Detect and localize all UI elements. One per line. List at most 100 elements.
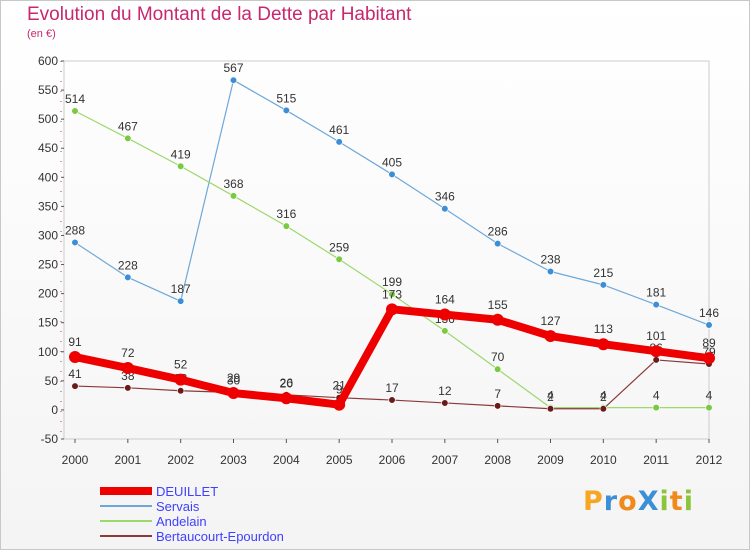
data-label-servais: 286 [488,225,508,239]
chart-subtitle: (en €) [27,28,56,40]
data-point-servais [177,297,185,305]
data-point-servais [599,281,607,289]
data-label-andelain: 368 [223,177,243,191]
data-point-bertaucourt-epourdon [177,387,185,395]
legend-label: Andelain [156,514,207,529]
data-point-servais [335,138,343,146]
data-label-bertaucourt-epourdon: 2 [547,390,554,404]
x-tick-label: 2001 [114,453,141,467]
data-point-andelain [388,290,396,298]
data-point-deuillet [121,362,134,375]
data-label-andelain: 4 [547,389,554,403]
data-label-deuillet: 164 [435,293,455,307]
y-tick-label: 250 [38,258,58,272]
data-point-andelain [177,162,185,170]
logo-letter: i [683,486,694,517]
data-label-servais: 346 [435,190,455,204]
data-label-andelain: 4 [706,389,713,403]
data-point-deuillet [280,392,293,405]
data-point-andelain [71,107,79,115]
x-tick-label: 2012 [696,453,723,467]
x-tick-label: 2006 [379,453,406,467]
y-tick-label: 150 [38,316,58,330]
y-tick-label: 50 [45,374,59,388]
data-point-deuillet [491,313,504,326]
data-point-deuillet [227,387,240,400]
data-point-andelain [229,192,238,200]
legend-label: Bertaucourt-Epourdon [156,529,284,544]
data-point-andelain [124,134,132,142]
legend-swatch [100,505,152,507]
data-point-deuillet [597,338,610,351]
x-tick-label: 2000 [62,453,89,467]
y-tick-label: 0 [51,403,58,417]
data-point-bertaucourt-epourdon [546,405,555,413]
x-tick-label: 2004 [273,453,300,467]
data-label-andelain: 316 [276,207,296,221]
data-label-deuillet: 72 [121,346,135,360]
logo-letter: o [618,486,638,517]
y-tick-label: 350 [38,199,58,213]
data-point-bertaucourt-epourdon [388,396,396,404]
logo-letter: X [637,486,660,517]
data-label-servais: 405 [382,155,402,169]
data-label-bertaucourt-epourdon: 7 [494,387,501,401]
data-label-deuillet: 101 [646,329,666,343]
data-label-andelain: 199 [382,275,402,289]
x-tick-label: 2010 [590,453,617,467]
data-point-bertaucourt-epourdon [124,384,132,392]
data-point-deuillet [69,351,81,364]
data-label-bertaucourt-epourdon: 30 [227,373,241,387]
data-label-andelain: 4 [653,389,660,403]
data-point-bertaucourt-epourdon [71,382,79,390]
data-label-deuillet: 29 [227,371,241,385]
data-label-andelain: 4 [600,389,607,403]
data-point-servais [441,205,449,213]
data-point-servais [229,76,238,84]
data-point-deuillet [703,352,715,365]
data-label-andelain: 259 [329,240,349,254]
data-label-bertaucourt-epourdon: 17 [385,381,399,395]
legend-swatch [100,520,152,522]
y-tick-label: 400 [38,170,58,184]
data-point-deuillet [386,303,398,316]
data-label-bertaucourt-epourdon: 21 [332,379,346,393]
data-label-servais: 215 [593,266,613,280]
y-tick-label: 450 [38,141,58,155]
y-tick-label: 300 [38,228,58,242]
data-label-servais: 288 [65,223,85,237]
data-point-deuillet [650,345,663,358]
data-point-andelain [705,403,713,412]
y-tick-label: 600 [38,54,58,68]
x-tick-label: 2003 [220,453,247,467]
data-point-andelain [494,365,502,373]
x-tick-label: 2007 [431,453,458,467]
data-label-bertaucourt-epourdon: 26 [280,376,294,390]
legend-swatch [100,535,152,537]
x-tick-label: 2008 [484,453,511,467]
data-label-bertaucourt-epourdon: 2 [600,390,607,404]
data-label-deuillet: 9 [336,383,343,397]
x-tick-label: 2009 [537,453,564,467]
y-tick-label: 550 [38,83,58,97]
data-label-servais: 181 [646,286,666,300]
data-point-servais [124,273,132,281]
y-tick-label: 500 [38,112,58,126]
data-point-andelain [282,222,290,230]
y-tick-label: 200 [38,287,58,301]
legend-swatch [100,487,152,495]
chart-title: Evolution du Montant de la Dette par Hab… [27,4,412,25]
legend-label: DEUILLET [156,484,219,499]
data-label-andelain: 514 [65,92,85,106]
x-tick-label: 2002 [167,453,194,467]
data-point-deuillet [438,308,451,321]
data-label-servais: 228 [118,258,138,272]
data-label-andelain: 419 [171,147,191,161]
data-label-servais: 567 [223,61,243,75]
data-label-bertaucourt-epourdon: 12 [438,384,452,398]
data-label-servais: 146 [699,306,719,320]
x-tick-label: 2005 [326,453,353,467]
data-label-deuillet: 20 [280,376,294,390]
data-label-servais: 238 [540,253,560,267]
data-point-servais [388,170,396,178]
